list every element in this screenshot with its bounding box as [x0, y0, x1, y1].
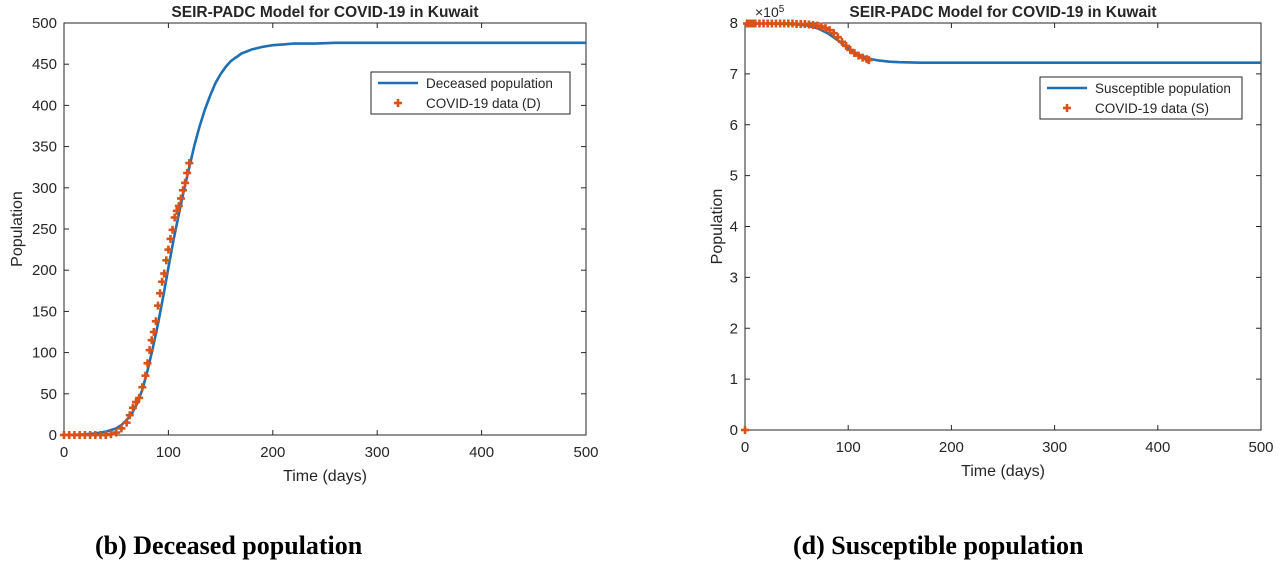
- y-tick-label: 1: [730, 371, 738, 388]
- legend: Deceased population COVID-19 data (D): [370, 71, 571, 115]
- y-axis-label: Population: [9, 191, 26, 267]
- chart-title: SEIR-PADC Model for COVID-19 in Kuwait: [849, 4, 1156, 21]
- data-point: [151, 317, 160, 326]
- y-axis-label: Population: [709, 189, 726, 265]
- x-tick-label: 300: [365, 444, 390, 461]
- data-point: [153, 301, 162, 310]
- y-tick-label: 50: [40, 386, 57, 403]
- legend-box: [1039, 76, 1243, 120]
- data-point: [825, 26, 834, 35]
- data-point: [156, 289, 165, 298]
- data-point: [846, 45, 855, 54]
- x-tick-label: 400: [1145, 439, 1170, 456]
- x-tick-label: 100: [156, 444, 181, 461]
- data-point: [817, 22, 826, 31]
- data-point: [145, 346, 154, 355]
- y-tick-label: 7: [730, 66, 738, 83]
- chart-left: SEIR-PADC Model for COVID-19 in Kuwait 0 1…: [9, 4, 599, 485]
- y-exponent: ×105: [755, 4, 785, 20]
- data-point: [135, 393, 144, 402]
- y-tick-label: 0: [49, 427, 57, 444]
- legend-label: Deceased population: [426, 76, 553, 91]
- data-point: [174, 201, 183, 210]
- data-point: [821, 24, 830, 33]
- data-point: [147, 336, 156, 345]
- x-tick-label: 500: [1248, 439, 1273, 456]
- x-tick-label: 300: [1042, 439, 1067, 456]
- data-point: [858, 53, 867, 62]
- y-tick-label: 6: [730, 117, 738, 134]
- y-tick-label: 0: [730, 422, 738, 439]
- y-tick-label: 100: [32, 345, 57, 362]
- data-point: [122, 418, 131, 427]
- legend: Susceptible population COVID-19 data (S): [1039, 76, 1243, 120]
- data-point: [854, 51, 863, 60]
- data-point: [181, 178, 190, 187]
- data-point: [185, 159, 194, 168]
- data-point: [168, 225, 177, 234]
- data-point: [838, 37, 847, 46]
- x-tick-label: 0: [741, 439, 749, 456]
- data-point: [864, 56, 873, 65]
- data-point: [128, 403, 137, 412]
- data-point: [170, 213, 179, 222]
- data-point: [183, 168, 192, 177]
- x-axis-label: Time (days): [283, 468, 367, 485]
- data-point: [166, 234, 175, 243]
- legend-label: COVID-19 data (D): [426, 96, 541, 111]
- data-point: [138, 383, 147, 392]
- x-tick-label: 400: [469, 444, 494, 461]
- data-point: [172, 206, 181, 215]
- data-point: [829, 29, 838, 38]
- y-tick-label: 200: [32, 262, 57, 279]
- data-point: [850, 49, 859, 58]
- data-point: [162, 256, 171, 265]
- y-tick-label: 5: [730, 168, 738, 185]
- data-point: [179, 186, 188, 195]
- x-tick-label: 100: [836, 439, 861, 456]
- legend-box: [370, 71, 571, 115]
- y-tick-label: 350: [32, 139, 57, 156]
- x-tick-label: 500: [573, 444, 598, 461]
- data-point: [132, 398, 141, 407]
- y-tick-label: 250: [32, 221, 57, 238]
- data-point: [112, 428, 121, 437]
- x-axis-label: Time (days): [961, 463, 1045, 480]
- y-tick-label: 3: [730, 269, 738, 286]
- data-point: [842, 41, 851, 50]
- legend-label: Susceptible population: [1095, 81, 1231, 96]
- chart-right: SEIR-PADC Model for COVID-19 in Kuwait 0 1…: [709, 4, 1274, 480]
- data-point: [106, 430, 115, 439]
- data-point: [141, 371, 150, 380]
- y-tick-label: 500: [32, 15, 57, 32]
- data-point: [164, 245, 173, 254]
- legend-label: COVID-19 data (S): [1095, 101, 1209, 116]
- y-tick-label: 450: [32, 56, 57, 73]
- data-point: [143, 359, 152, 368]
- data-point: [741, 426, 749, 434]
- chart-title: SEIR-PADC Model for COVID-19 in Kuwait: [171, 4, 478, 21]
- y-tick-label: 8: [730, 15, 738, 32]
- caption-right: (d) Susceptible population: [793, 531, 1084, 560]
- caption-left: (b) Deceased population: [95, 531, 363, 560]
- data-point: [125, 411, 134, 420]
- data-point: [149, 328, 158, 336]
- x-tick-label: 200: [260, 444, 285, 461]
- y-tick-label: 400: [32, 97, 57, 114]
- y-tick-label: 300: [32, 180, 57, 197]
- data-point: [158, 277, 167, 286]
- y-tick-label: 2: [730, 320, 738, 337]
- x-tick-label: 200: [939, 439, 964, 456]
- x-tick-label: 0: [60, 444, 68, 461]
- data-point: [117, 424, 126, 433]
- data-point: [833, 33, 842, 42]
- y-tick-label: 150: [32, 303, 57, 320]
- data-point: [160, 269, 169, 278]
- data-point: [176, 194, 185, 203]
- y-tick-label: 4: [730, 219, 738, 236]
